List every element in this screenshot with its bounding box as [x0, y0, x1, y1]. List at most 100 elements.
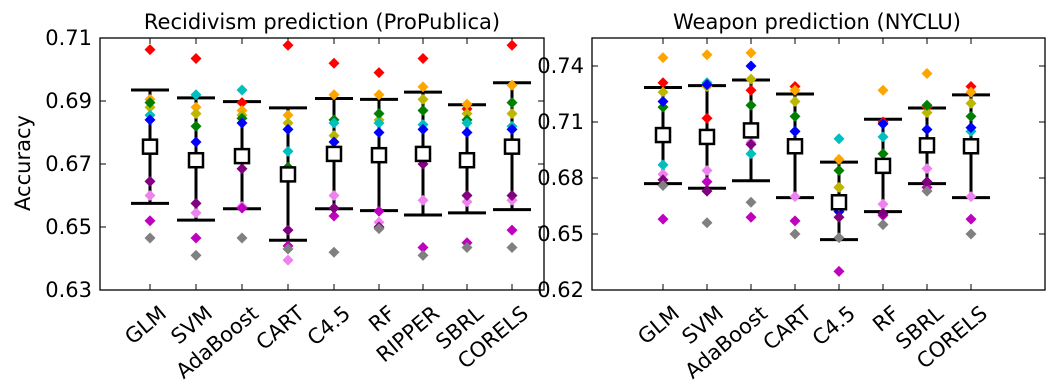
fold-point — [789, 125, 801, 137]
right-chart-title: Weapon prediction (NYCLU) — [673, 10, 961, 34]
fold-point — [657, 213, 669, 225]
mean-marker — [503, 138, 521, 155]
mean-marker — [141, 138, 159, 155]
fold-point — [417, 104, 429, 116]
fold-point — [701, 217, 713, 229]
fold-point — [965, 228, 977, 240]
fold-point — [965, 191, 977, 203]
fold-point — [877, 148, 889, 160]
fold-point — [282, 39, 294, 51]
fold-point — [144, 175, 156, 187]
y-tick-label: 0.65 — [537, 222, 584, 246]
fold-point — [506, 108, 518, 120]
fold-point — [506, 39, 518, 51]
fold-point — [745, 138, 757, 150]
fold-point — [461, 190, 473, 201]
fold-point — [921, 163, 933, 175]
fold-point — [701, 79, 713, 91]
fold-point — [833, 232, 845, 244]
fold-point — [373, 223, 385, 235]
fold-point — [190, 101, 202, 113]
fold-point — [190, 207, 202, 219]
fold-point — [190, 89, 202, 101]
fold-point — [877, 118, 889, 130]
fold-point — [236, 163, 248, 175]
fold-point — [657, 179, 669, 191]
fold-point — [877, 84, 889, 96]
mean-marker — [918, 137, 936, 154]
fold-point — [833, 265, 845, 277]
fold-point — [789, 110, 801, 122]
fold-point — [921, 123, 933, 135]
fold-point — [236, 117, 248, 129]
fold-point — [144, 97, 156, 109]
fold-point — [373, 127, 385, 138]
fold-point — [701, 176, 713, 188]
fold-point — [328, 89, 340, 101]
fold-point — [190, 120, 202, 132]
fold-point — [921, 185, 933, 197]
fold-point — [328, 136, 340, 148]
right-panel: 0.620.650.680.710.74GLMSVMAdaBoostCARTC4… — [537, 37, 1046, 381]
fold-point — [144, 114, 156, 126]
y-tick-label: 0.74 — [537, 54, 584, 78]
fold-point — [417, 52, 429, 64]
fold-point — [190, 249, 202, 261]
fold-point — [373, 67, 385, 79]
fold-point — [833, 211, 845, 223]
fold-point — [877, 219, 889, 231]
fold-point — [144, 44, 156, 56]
fold-point — [657, 101, 669, 113]
fold-point — [921, 67, 933, 79]
fold-point — [282, 224, 294, 236]
fold-point — [506, 79, 518, 91]
y-tick-label: 0.71 — [537, 110, 584, 134]
mean-marker — [830, 194, 848, 211]
fold-point — [506, 241, 518, 253]
fold-point — [461, 241, 473, 253]
x-tick-label: GLM — [120, 301, 171, 349]
fold-point — [657, 174, 669, 186]
fold-point — [657, 159, 669, 171]
fold-point — [328, 130, 340, 142]
x-tick-label: CART — [758, 301, 816, 355]
fold-point — [657, 95, 669, 107]
left-chart-title: Recidivism prediction (ProPublica) — [144, 10, 500, 34]
fold-point — [236, 97, 248, 109]
fold-point — [190, 108, 202, 120]
fold-point — [417, 249, 429, 261]
mean-marker — [698, 128, 716, 146]
fold-point — [789, 215, 801, 227]
fold-point — [282, 117, 294, 129]
fold-point — [965, 122, 977, 134]
fold-point — [965, 213, 977, 225]
fold-point — [236, 202, 248, 214]
fold-point — [282, 109, 294, 121]
fold-point — [833, 165, 845, 177]
fold-point — [373, 89, 385, 101]
mean-marker — [187, 151, 205, 169]
fold-point — [190, 197, 202, 209]
mean-marker — [458, 151, 476, 169]
fold-point — [282, 243, 294, 255]
fold-point — [282, 254, 294, 266]
plot-frame — [591, 37, 1046, 291]
x-tick-label: GLM — [633, 301, 684, 349]
mean-marker — [962, 138, 980, 155]
fold-point — [877, 207, 889, 219]
fold-point — [745, 60, 757, 72]
fold-point — [921, 99, 933, 111]
fold-point — [506, 123, 518, 135]
fold-point — [282, 145, 294, 157]
mean-marker — [370, 146, 388, 164]
fold-point — [282, 123, 294, 135]
fold-point — [877, 131, 889, 143]
fold-point — [789, 84, 801, 96]
fold-point — [144, 190, 156, 201]
fold-point — [657, 77, 669, 89]
mean-marker — [742, 122, 760, 139]
y-tick-label: 0.62 — [537, 278, 584, 302]
fold-point — [701, 185, 713, 197]
fold-point — [833, 181, 845, 193]
fold-point — [745, 148, 757, 160]
